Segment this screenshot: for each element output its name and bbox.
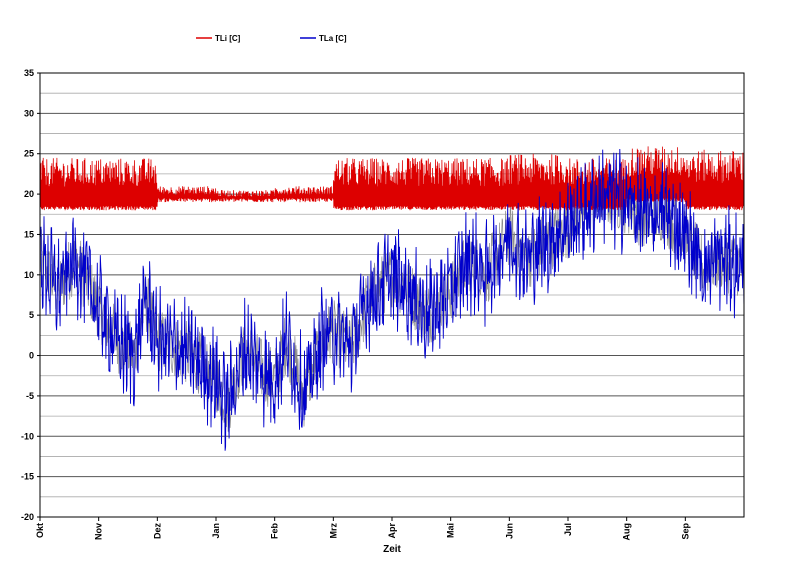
x-tick-label: Mrz [328, 523, 338, 539]
y-tick-label: 0 [29, 351, 34, 361]
x-tick-label: Jan [211, 523, 221, 539]
y-tick-label: 5 [29, 310, 34, 320]
y-tick-label: -5 [26, 391, 34, 401]
y-tick-label: 30 [24, 108, 34, 118]
x-tick-label: Sep [680, 523, 690, 540]
x-tick-label: Mai [446, 523, 456, 538]
x-tick-label: Jun [504, 523, 514, 539]
x-axis-title: Zeit [383, 544, 401, 555]
chart-legend: TLi [C] TLa [C] [196, 34, 347, 43]
series-line-tli [39, 146, 744, 211]
y-tick-label: -20 [21, 512, 34, 522]
y-tick-label: 15 [24, 229, 34, 239]
x-tick-label: Jul [563, 523, 573, 536]
x-tick-label: Aug [622, 523, 632, 541]
legend-label: TLa [C] [319, 34, 347, 43]
series-line-tla [39, 148, 745, 451]
x-tick-label: Feb [270, 523, 280, 540]
y-tick-label: -15 [21, 472, 34, 482]
legend-label: TLi [C] [215, 34, 241, 43]
y-tick-label: 10 [24, 270, 34, 280]
y-tick-label: -10 [21, 431, 34, 441]
x-axis: Okt Nov Dez Jan Feb Mrz Apr Mai Jun Jul Aug Sep [35, 517, 690, 541]
y-tick-label: 20 [24, 189, 34, 199]
y-tick-label: 35 [24, 68, 34, 78]
x-tick-label: Dez [152, 523, 162, 540]
x-tick-label: Nov [94, 523, 104, 540]
y-axis: -20 -15 -10 -5 0 5 10 15 20 25 30 35 [21, 68, 40, 522]
y-tick-label: 25 [24, 149, 34, 159]
x-tick-label: Apr [387, 523, 397, 539]
chart-series [39, 146, 745, 451]
x-tick-label: Okt [35, 523, 45, 538]
